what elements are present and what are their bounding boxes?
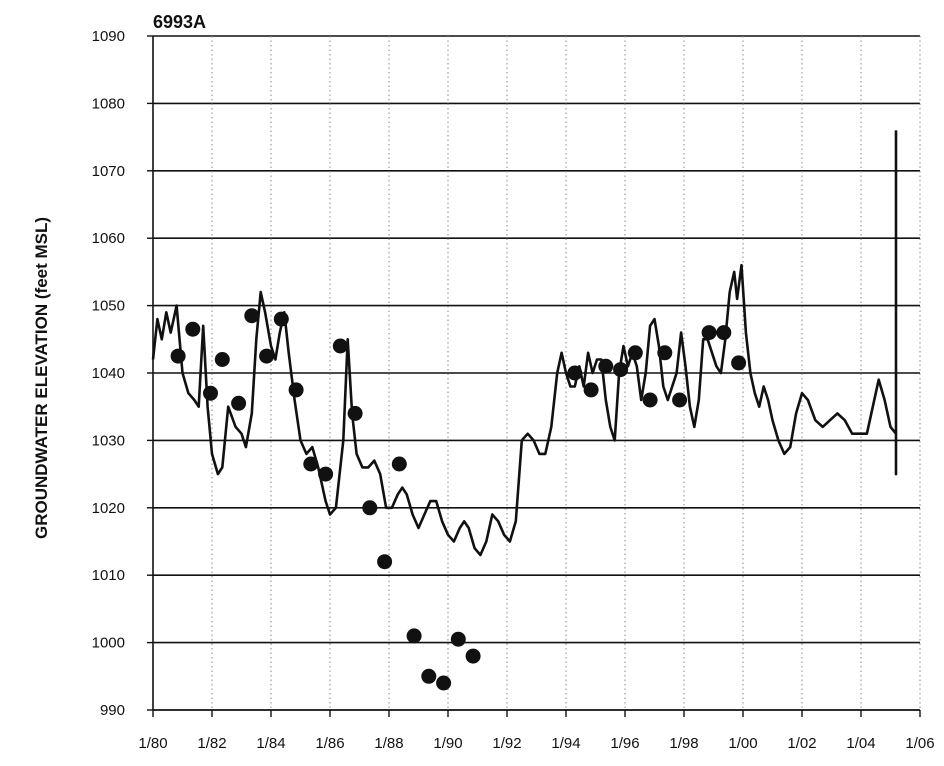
xtick-label-1984: 1/84 [256,735,285,752]
y-axis-label: GROUNDWATER ELEVATION (feet MSL) [32,217,51,539]
scatter-point-6 [259,348,275,364]
scatter-point-22 [583,382,599,398]
scatter-point-15 [391,456,407,472]
xtick-label-2006: 1/06 [905,735,934,752]
axes [147,35,921,717]
scatter-point-3 [214,352,230,367]
scatter-point-8 [288,382,304,398]
scatter-point-14 [377,554,393,570]
scatter-point-19 [450,631,466,647]
ytick-label-1070: 1070 [92,163,125,180]
scatter-point-30 [716,325,732,341]
xtick-label-2002: 1/02 [787,735,816,752]
scatter-point-11 [332,338,348,354]
scatter-point-20 [465,648,481,664]
data-series [151,130,898,691]
xtick-label-1982: 1/82 [197,735,226,752]
xtick-label-1998: 1/98 [669,735,698,752]
ytick-label-1060: 1060 [92,230,125,247]
xtick-label-1996: 1/96 [610,735,639,752]
scatter-point-5 [244,308,260,324]
ytick-label-1050: 1050 [92,298,125,315]
scatter-point-10 [318,466,334,482]
xtick-label-2004: 1/04 [846,735,875,752]
xtick-label-2000: 1/00 [728,735,757,752]
ytick-label-1010: 1010 [92,567,125,584]
ytick-label-1080: 1080 [92,95,125,112]
scatter-point-16 [406,628,422,644]
scatter-point-13 [362,500,378,516]
ytick-label-1020: 1020 [92,500,125,517]
scatter-point-31 [731,355,747,371]
chart-title: 6993A [153,12,206,32]
scatter-point-2 [203,385,218,401]
scatter-point-26 [642,392,658,408]
ytick-label-1030: 1030 [92,432,125,449]
scatter-point-4 [231,395,247,411]
scatter-point-1 [185,321,201,337]
line-series-measured [151,130,898,557]
xtick-label-1986: 1/86 [315,735,344,752]
ytick-label-1040: 1040 [92,365,125,382]
scatter-point-23 [598,358,614,374]
scatter-point-9 [303,456,319,472]
y-tick-labels: 990 1000 1010 1020 1030 1040 1050 1060 1070 1080 1… [92,28,125,719]
scatter-point-27 [657,345,673,361]
xtick-label-1988: 1/88 [374,735,403,752]
scatter-point-18 [436,675,452,691]
scatter-point-24 [613,362,629,378]
ytick-label-1000: 1000 [92,635,125,652]
horizontal-gridlines [153,35,920,711]
scatter-point-29 [701,325,717,341]
scatter-point-28 [672,392,688,408]
scatter-point-0 [170,348,186,364]
ytick-label-990: 990 [100,702,125,719]
scatter-point-17 [421,668,437,684]
scatter-point-25 [627,345,643,361]
scatter-point-12 [347,405,363,421]
ytick-label-1090: 1090 [92,28,125,45]
xtick-label-1992: 1/92 [492,735,521,752]
xtick-label-1994: 1/94 [551,735,580,752]
x-tick-labels: 1/80 1/82 1/84 1/86 1/88 1/90 1/92 1/94 1/96 1/98… [138,735,934,752]
xtick-label-1990: 1/90 [433,735,462,752]
scatter-point-21 [567,365,583,381]
xtick-label-1980: 1/80 [138,735,167,752]
scatter-point-7 [273,311,289,327]
